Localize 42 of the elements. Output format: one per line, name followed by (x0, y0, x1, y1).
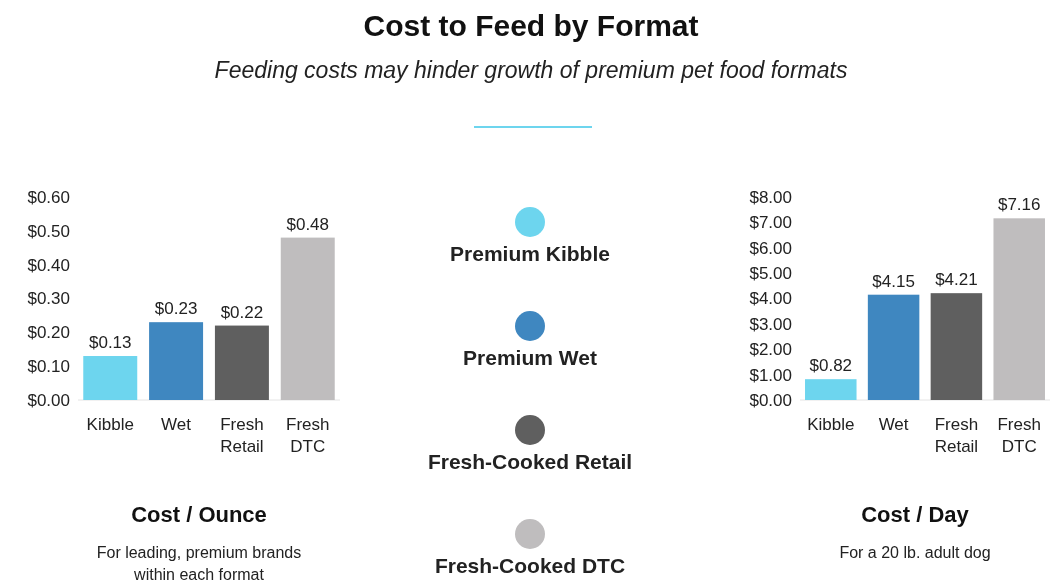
y-tick-label: $5.00 (749, 264, 792, 284)
x-tick-label: Fresh Retail (220, 415, 264, 456)
data-label: $4.15 (872, 271, 915, 291)
x-tick-label: Wet (878, 415, 909, 434)
data-label: $0.82 (809, 356, 853, 376)
y-tick-label: $0.00 (749, 390, 792, 410)
y-tick-label: $3.00 (749, 314, 792, 334)
x-tick-label: Kibble (807, 415, 855, 434)
data-label: $7.16 (997, 195, 1041, 215)
x-axis-title: Cost / Ounce (131, 502, 267, 527)
text: For leading, premium brands within each format (96, 544, 302, 583)
x-tick-label: Fresh Retail (934, 415, 979, 456)
y-tick-label: $7.00 (749, 213, 792, 233)
text: Cost to Feed by Format (363, 9, 699, 42)
y-tick-label: $0.00 (27, 390, 70, 410)
x-tick-label: Fresh DTC (997, 415, 1041, 456)
y-tick-label: $2.00 (749, 340, 792, 360)
y-tick-label: $0.10 (27, 357, 70, 377)
y-tick-label: $8.00 (749, 187, 792, 207)
x-tick-label: Kibble (86, 415, 134, 434)
x-tick-label: Wet (161, 415, 192, 434)
y-tick-label: $0.60 (27, 187, 70, 207)
y-tick-label: $0.50 (27, 221, 70, 241)
x-tick-label: Fresh DTC (286, 415, 330, 456)
legend-label: Premium Wet (463, 346, 597, 369)
data-label: $0.13 (88, 333, 132, 353)
text: Feeding costs may hinder growth of premium pet food formats (214, 57, 848, 83)
data-label: $0.48 (286, 214, 330, 234)
x-axis-title: Cost / Day (861, 502, 970, 527)
legend-label: Premium Kibble (450, 242, 610, 265)
legend-label: Fresh-Cooked DTC (434, 554, 626, 577)
data-label: $0.23 (154, 299, 198, 319)
y-tick-label: $6.00 (749, 238, 792, 258)
y-tick-label: $0.30 (27, 289, 70, 309)
legend-label: Fresh-Cooked Retail (427, 450, 633, 473)
y-tick-label: $0.40 (27, 255, 70, 275)
text: For a 20 lb. adult dog (839, 544, 991, 561)
y-tick-label: $1.00 (749, 365, 792, 385)
data-label: $4.21 (935, 270, 978, 290)
data-label: $0.22 (220, 302, 264, 322)
y-tick-label: $4.00 (749, 289, 792, 309)
y-tick-label: $0.20 (27, 323, 70, 343)
